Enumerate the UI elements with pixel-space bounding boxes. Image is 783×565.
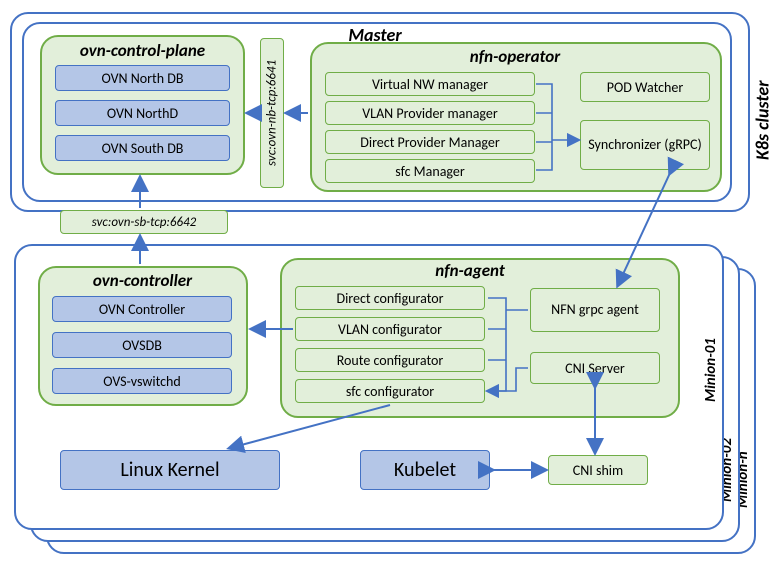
svc-sb: svc:ovn-sb-tcp:6642 bbox=[60, 210, 228, 234]
ovsdb: OVSDB bbox=[52, 332, 232, 358]
ovn-south-db: OVN South DB bbox=[55, 135, 230, 161]
svc-nb-label: svc:ovn-nb-tcp:6641 bbox=[260, 38, 284, 188]
cni-shim: CNI shim bbox=[548, 455, 648, 485]
cni-server: CNI Server bbox=[530, 352, 660, 384]
sfc-manager: sfc Manager bbox=[325, 159, 535, 183]
ovn-ctrl-title: ovn-controller bbox=[50, 270, 235, 291]
direct-provider-manager: Direct Provider Manager bbox=[325, 130, 535, 154]
nfn-agent-title: nfn-agent bbox=[400, 260, 540, 281]
k8s-cluster-label: K8s cluster bbox=[750, 60, 775, 180]
synchronizer: Synchronizer (gRPC) bbox=[580, 120, 710, 170]
ovn-cp-title: ovn-control-plane bbox=[50, 40, 235, 61]
nfn-op-title: nfn-operator bbox=[430, 46, 600, 67]
direct-configurator: Direct configurator bbox=[295, 286, 485, 310]
vnw-manager: Virtual NW manager bbox=[325, 72, 535, 96]
pod-watcher: POD Watcher bbox=[580, 72, 710, 102]
nfn-grpc-agent: NFN grpc agent bbox=[530, 288, 660, 332]
ovn-controller-box: OVN Controller bbox=[52, 296, 232, 322]
route-configurator: Route configurator bbox=[295, 348, 485, 372]
linux-kernel: Linux Kernel bbox=[60, 450, 280, 490]
ovn-north-db: OVN North DB bbox=[55, 65, 230, 91]
vlan-provider-manager: VLAN Provider manager bbox=[325, 101, 535, 125]
minion-01-label: Minion-01 bbox=[700, 320, 722, 420]
ovn-northd: OVN NorthD bbox=[55, 100, 230, 126]
sfc-configurator: sfc configurator bbox=[295, 379, 485, 403]
ovs-vswitchd: OVS-vswitchd bbox=[52, 368, 232, 394]
vlan-configurator: VLAN configurator bbox=[295, 317, 485, 341]
kubelet: Kubelet bbox=[360, 450, 490, 490]
svc-nb: svc:ovn-nb-tcp:6641 bbox=[260, 38, 284, 188]
